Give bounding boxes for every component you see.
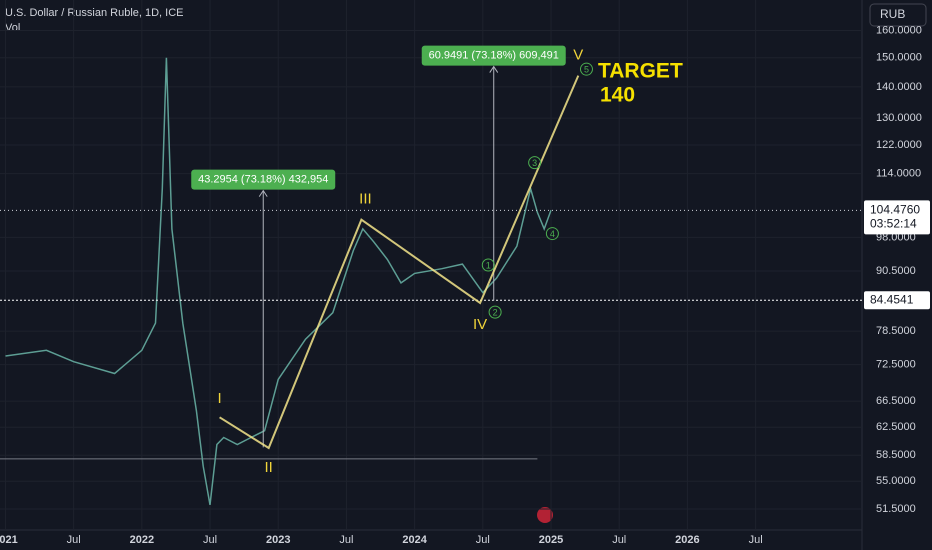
x-tick-label: Jul <box>67 534 81 546</box>
y-tick-label: 58.5000 <box>876 449 916 461</box>
x-tick-label: Jul <box>339 534 353 546</box>
measure-box <box>191 169 336 190</box>
y-tick-label: 90.5000 <box>876 265 916 277</box>
x-tick-label: Jul <box>203 534 217 546</box>
marked-price-label: 84.4541 <box>870 292 914 306</box>
arrow-head <box>489 65 499 73</box>
event-icon[interactable] <box>537 507 553 523</box>
subwave-marker <box>481 258 495 272</box>
subwave-marker <box>579 62 593 76</box>
y-tick-label: 55.0000 <box>876 475 916 487</box>
y-tick-label: 51.5000 <box>876 503 916 515</box>
y-tick-label: 78.5000 <box>876 325 916 337</box>
target-label: 140 <box>600 84 635 107</box>
x-tick-label: 2023 <box>266 534 290 546</box>
y-tick-label: 160.0000 <box>876 24 922 36</box>
x-tick-label: Jul <box>612 534 626 546</box>
wave-label: IV <box>473 316 487 333</box>
chart-title: U.S. Dollar / Russian Ruble, 1D, ICE <box>5 7 184 19</box>
last-price-box <box>864 200 930 235</box>
subwave-marker <box>528 156 542 170</box>
y-tick-label: 150.0000 <box>876 52 922 64</box>
x-tick-label: Jul <box>476 534 490 546</box>
y-tick-label: 140.0000 <box>876 81 922 93</box>
subwave-label: 4 <box>550 229 555 239</box>
subwave-label: 1 <box>486 260 491 270</box>
measure-label: 43.2954 (73.18%) 432,954 <box>198 174 328 186</box>
y-tick-label: 62.5000 <box>876 421 916 433</box>
target-label: TARGET <box>598 60 683 83</box>
subwave-label: 2 <box>493 308 498 318</box>
x-tick-label: Jul <box>749 534 763 546</box>
x-tick-label: 2024 <box>402 534 427 546</box>
arrow-head <box>258 189 268 197</box>
subwave-label: 5 <box>584 65 589 75</box>
y-tick-label: 72.5000 <box>876 359 916 371</box>
y-tick-label: 66.5000 <box>876 395 916 407</box>
subwave-marker <box>488 305 502 319</box>
wave-label: I <box>218 390 222 407</box>
currency-button[interactable] <box>869 3 927 27</box>
subwave-marker <box>545 227 559 241</box>
x-tick-label: 2021 <box>0 534 18 546</box>
measure-box <box>421 45 566 66</box>
countdown-label: 03:52:14 <box>870 217 917 231</box>
y-tick-label: 114.0000 <box>876 168 921 180</box>
wave-label: III <box>359 191 372 208</box>
y-tick-label: 122.0000 <box>876 139 922 151</box>
subwave-label: 3 <box>532 158 537 168</box>
x-tick-label: 2025 <box>539 534 563 546</box>
wave-line <box>219 75 580 450</box>
x-tick-label: 2022 <box>130 534 154 546</box>
currency-label[interactable]: RUB <box>880 7 905 21</box>
last-price-label: 104.4760 <box>870 203 920 217</box>
x-tick-label: 2026 <box>675 534 699 546</box>
volume-label: Vol <box>5 22 20 34</box>
measure-label: 60.9491 (73.18%) 609,491 <box>429 49 559 61</box>
y-tick-label: 130.0000 <box>876 112 922 124</box>
marked-price-box <box>864 291 930 310</box>
wave-label: V <box>573 47 583 64</box>
wave-label: II <box>265 459 273 476</box>
